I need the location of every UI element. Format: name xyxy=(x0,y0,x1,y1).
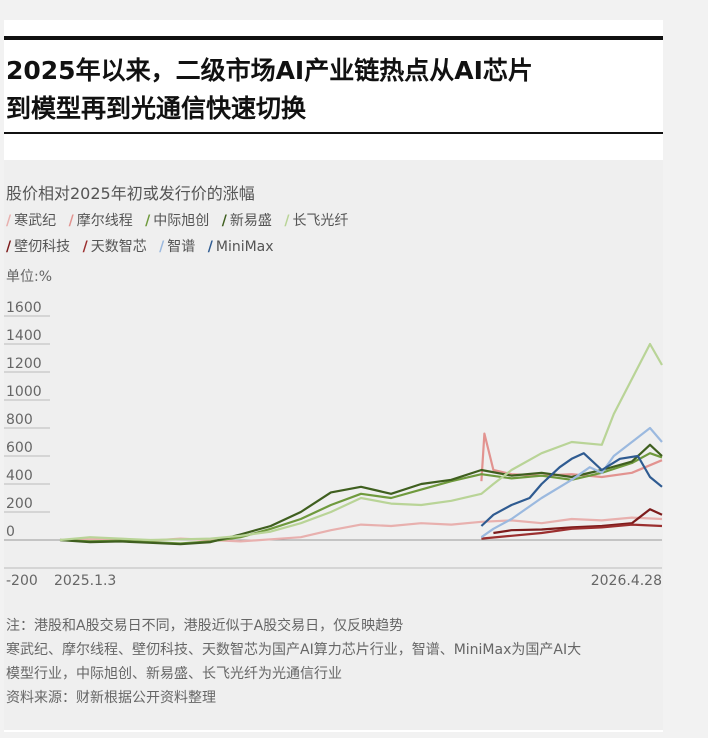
legend-item-yofc: / 长飞光纤 xyxy=(284,213,349,229)
unit-label: 单位:% xyxy=(6,269,53,285)
series-line-4 xyxy=(59,342,663,542)
legend-item-eoptolink: / 新易盛 xyxy=(221,213,272,229)
y-tick-label: 800 xyxy=(6,412,33,428)
x-tick-label-start: 2025.1.3 xyxy=(54,573,116,589)
legend-item-cambricon: / 寒武纪 xyxy=(6,213,57,229)
x-tick-label-end: 2026.4.28 xyxy=(591,573,662,589)
legend-swatch: / xyxy=(145,213,151,229)
chart-title: 2025年以来，二级市场AI产业链热点从AI芯片 到模型再到光通信快速切换 xyxy=(6,52,661,128)
line-chart: -200 0 200 400 600 800 1000 1200 1400 1600 2025.1.… xyxy=(4,300,663,589)
legend-item-moore-threads: / 摩尔线程 xyxy=(68,213,133,229)
legend-swatch: / xyxy=(221,213,227,229)
note-line-2: 寒武纪、摩尔线程、壁仞科技、天数智芯为国产AI算力芯片行业，智谱、MiniMax… xyxy=(6,642,582,658)
legend-item-zhipu: / 智谱 xyxy=(159,239,196,255)
legend-item-minimax: / MiniMax xyxy=(207,239,274,255)
series-line-3 xyxy=(59,443,663,546)
series-line-7 xyxy=(480,426,663,539)
legend-swatch: / xyxy=(82,239,88,255)
y-tick-label: 1200 xyxy=(6,356,42,372)
title-line-1: 2025年以来，二级市场AI产业链热点从AI芯片 xyxy=(6,56,533,85)
note-line-4: 资料来源：财新根据公开资料整理 xyxy=(6,690,216,706)
series-line-6 xyxy=(481,523,663,540)
chart-panel xyxy=(4,160,663,730)
legend-swatch: / xyxy=(284,213,290,229)
series-line-8 xyxy=(480,452,663,527)
legend-item-innolight: / 中际旭创 xyxy=(145,213,210,229)
legend-item-iluvatar: / 天数智芯 xyxy=(82,239,147,255)
legend-swatch: / xyxy=(6,239,12,255)
legend-row-1: / 寒武纪 / 摩尔线程 / 中际旭创 / 新易盛 / 长飞光纤 xyxy=(6,210,356,230)
series-line-5 xyxy=(493,508,663,535)
legend-swatch: / xyxy=(6,213,12,229)
legend-swatch: / xyxy=(159,239,165,255)
y-tick-label: 400 xyxy=(6,468,33,484)
note-line-3: 模型行业，中际旭创、新易盛、长飞光纤为光通信行业 xyxy=(6,666,342,682)
chart-subtitle: 股价相对2025年初或发行价的涨幅 xyxy=(6,184,255,203)
y-tick-label: 1000 xyxy=(6,384,42,400)
legend-swatch: / xyxy=(207,239,213,255)
note-line-1: 注：港股和A股交易日不同，港股近似于A股交易日，仅反映趋势 xyxy=(6,618,404,634)
y-tick-label: 1400 xyxy=(6,328,42,344)
legend-row-2: / 壁仞科技 / 天数智芯 / 智谱 / MiniMax xyxy=(6,236,282,256)
y-tick-label: 600 xyxy=(6,440,33,456)
legend-swatch: / xyxy=(68,213,74,229)
y-tick-label: 200 xyxy=(6,496,33,512)
y-tick-label: 1600 xyxy=(6,300,42,316)
y-tick-label: 0 xyxy=(6,524,15,540)
title-line-2: 到模型再到光通信快速切换 xyxy=(6,94,307,123)
y-tick-label: -200 xyxy=(6,573,38,589)
title-box: 2025年以来，二级市场AI产业链热点从AI芯片 到模型再到光通信快速切换 xyxy=(4,36,663,134)
legend-item-biren: / 壁仞科技 xyxy=(6,239,71,255)
